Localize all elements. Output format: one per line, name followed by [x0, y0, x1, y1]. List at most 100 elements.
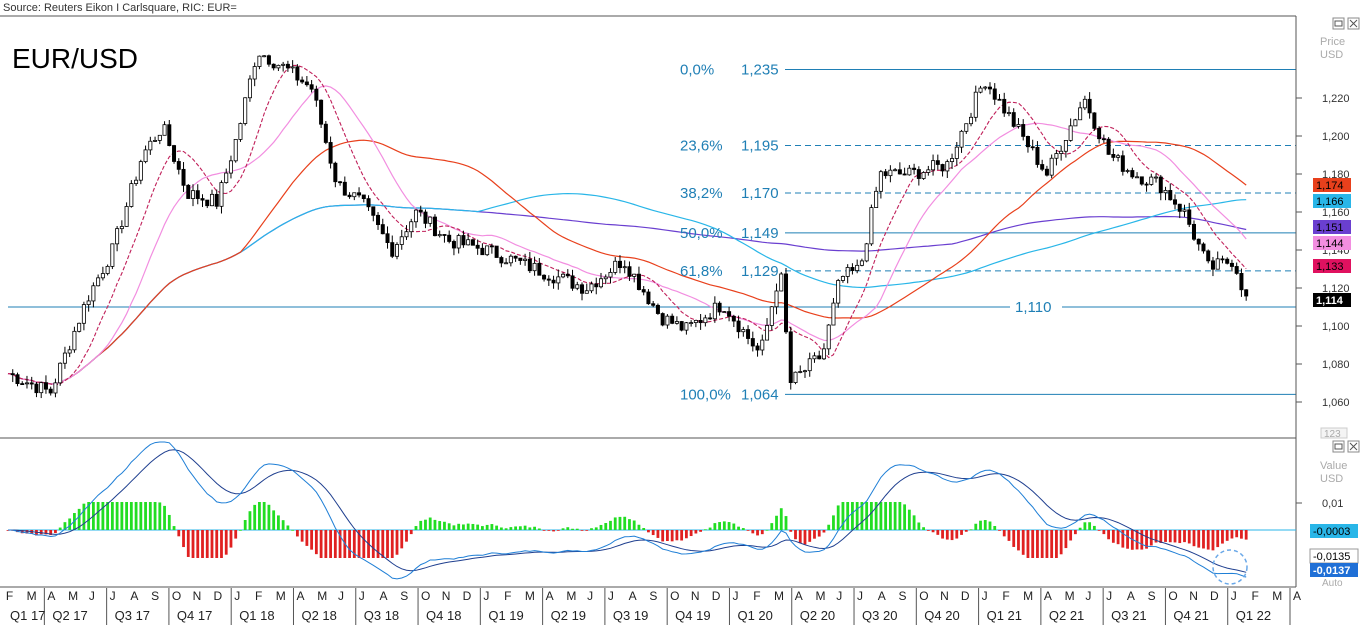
- price-pane-controls[interactable]: [1332, 17, 1360, 30]
- candle: [622, 266, 627, 269]
- macd-hist-bar: [993, 525, 997, 530]
- candle: [413, 209, 418, 223]
- y-tick-label: 1,220: [1322, 93, 1350, 105]
- macd-hist-bar: [789, 530, 793, 532]
- macd-hist-bar: [1183, 530, 1186, 543]
- macd-hist-bar: [926, 530, 930, 531]
- macd-hist-bar: [106, 502, 110, 530]
- macd-hist-bar: [737, 526, 740, 530]
- x-month-label: S: [400, 589, 408, 603]
- candle: [1215, 258, 1220, 270]
- macd-hist-bar: [945, 530, 949, 540]
- macd-hist-bar: [201, 530, 204, 558]
- macd-hist-bar: [167, 514, 171, 530]
- price-axis-unit: USD: [1320, 49, 1343, 61]
- candle: [988, 86, 993, 90]
- macd-hist-bar: [537, 528, 541, 530]
- x-quarter-label: Q2 21: [1049, 608, 1084, 623]
- macd-hist-bar: [438, 521, 442, 530]
- macd-hist-bar: [1007, 530, 1011, 541]
- candle: [703, 317, 708, 324]
- macd-hist-bar: [129, 502, 133, 530]
- candle: [238, 123, 243, 140]
- macd-hist-bar: [253, 504, 257, 530]
- candle: [1177, 203, 1182, 212]
- macd-hist-bar: [58, 527, 62, 530]
- x-quarter-label: Q1 19: [488, 608, 523, 623]
- macd-hist-bar: [324, 530, 328, 558]
- candle: [423, 211, 428, 224]
- candle: [338, 181, 343, 184]
- macd-hist-bar: [186, 530, 190, 557]
- candle: [523, 258, 528, 261]
- macd-maximize-icon[interactable]: [1332, 440, 1345, 453]
- x-month-label: M: [276, 589, 286, 603]
- macd-hist-bar: [651, 530, 655, 536]
- candle: [1130, 170, 1135, 178]
- candle: [736, 320, 741, 333]
- sma10-line: [7, 64, 1247, 386]
- macd-hist-bar: [262, 502, 266, 530]
- candle: [489, 245, 494, 248]
- macd-hist-bar: [879, 502, 883, 530]
- macd-hist-bar: [348, 530, 351, 558]
- macd-hist-bar: [1140, 530, 1144, 550]
- macd-hist-bar: [68, 518, 72, 530]
- price-tag-bg: [1313, 236, 1351, 250]
- candle: [679, 321, 684, 331]
- macd-hist-bar: [680, 530, 684, 541]
- candle: [1201, 243, 1206, 252]
- candle: [115, 228, 120, 245]
- candle: [209, 193, 214, 207]
- candle: [983, 86, 988, 89]
- macd-axis-unit: USD: [1320, 473, 1343, 485]
- price-tag: 1,174: [1313, 178, 1351, 192]
- x-month-label: J: [587, 589, 593, 603]
- candle: [304, 81, 309, 86]
- x-month-label: M: [1272, 589, 1282, 603]
- x-month-label: M: [68, 589, 78, 603]
- macd-hist-bar: [44, 530, 48, 535]
- maximize-icon[interactable]: [1332, 17, 1345, 30]
- macd-hist-bar: [760, 530, 764, 535]
- candle: [717, 302, 722, 313]
- candle: [243, 97, 248, 124]
- x-month-label: D: [961, 589, 970, 603]
- x-month-label: O: [172, 589, 181, 603]
- macd-hist-bar: [827, 524, 831, 530]
- macd-hist-bar: [533, 526, 536, 530]
- y-tick-label: 1,200: [1322, 131, 1350, 143]
- candle: [1182, 209, 1187, 212]
- candle: [532, 262, 537, 272]
- macd-hist-bar: [1012, 530, 1016, 547]
- candle: [874, 190, 879, 208]
- candle: [1006, 112, 1011, 114]
- x-month-label: D: [712, 589, 721, 603]
- candle: [674, 321, 679, 324]
- x-month-label: M: [774, 589, 784, 603]
- macd-hist-bar: [49, 530, 53, 536]
- sma50-line: [7, 139, 1247, 385]
- x-month-label: M: [1065, 589, 1075, 603]
- candle: [376, 214, 381, 225]
- candle: [750, 338, 755, 347]
- candle: [617, 260, 622, 268]
- macd-pane-controls[interactable]: [1332, 440, 1360, 453]
- candle: [660, 313, 665, 326]
- candle: [96, 277, 101, 287]
- fib-pct-label: 23,6%: [680, 138, 723, 155]
- macd-hist-bar: [1111, 530, 1115, 543]
- macd-hist-bar: [732, 523, 736, 530]
- x-month-label: F: [504, 589, 511, 603]
- candle: [765, 325, 770, 341]
- candle: [845, 267, 850, 277]
- macd-hist-bar: [832, 515, 835, 530]
- macd-hist-bar: [931, 530, 935, 533]
- x-month-label: S: [649, 589, 657, 603]
- x-month-label: N: [691, 589, 700, 603]
- macd-hist-bar: [144, 502, 147, 530]
- macd-hist-bar: [1168, 530, 1172, 543]
- candle: [1049, 157, 1054, 176]
- candle: [1073, 119, 1078, 127]
- candle: [366, 198, 371, 208]
